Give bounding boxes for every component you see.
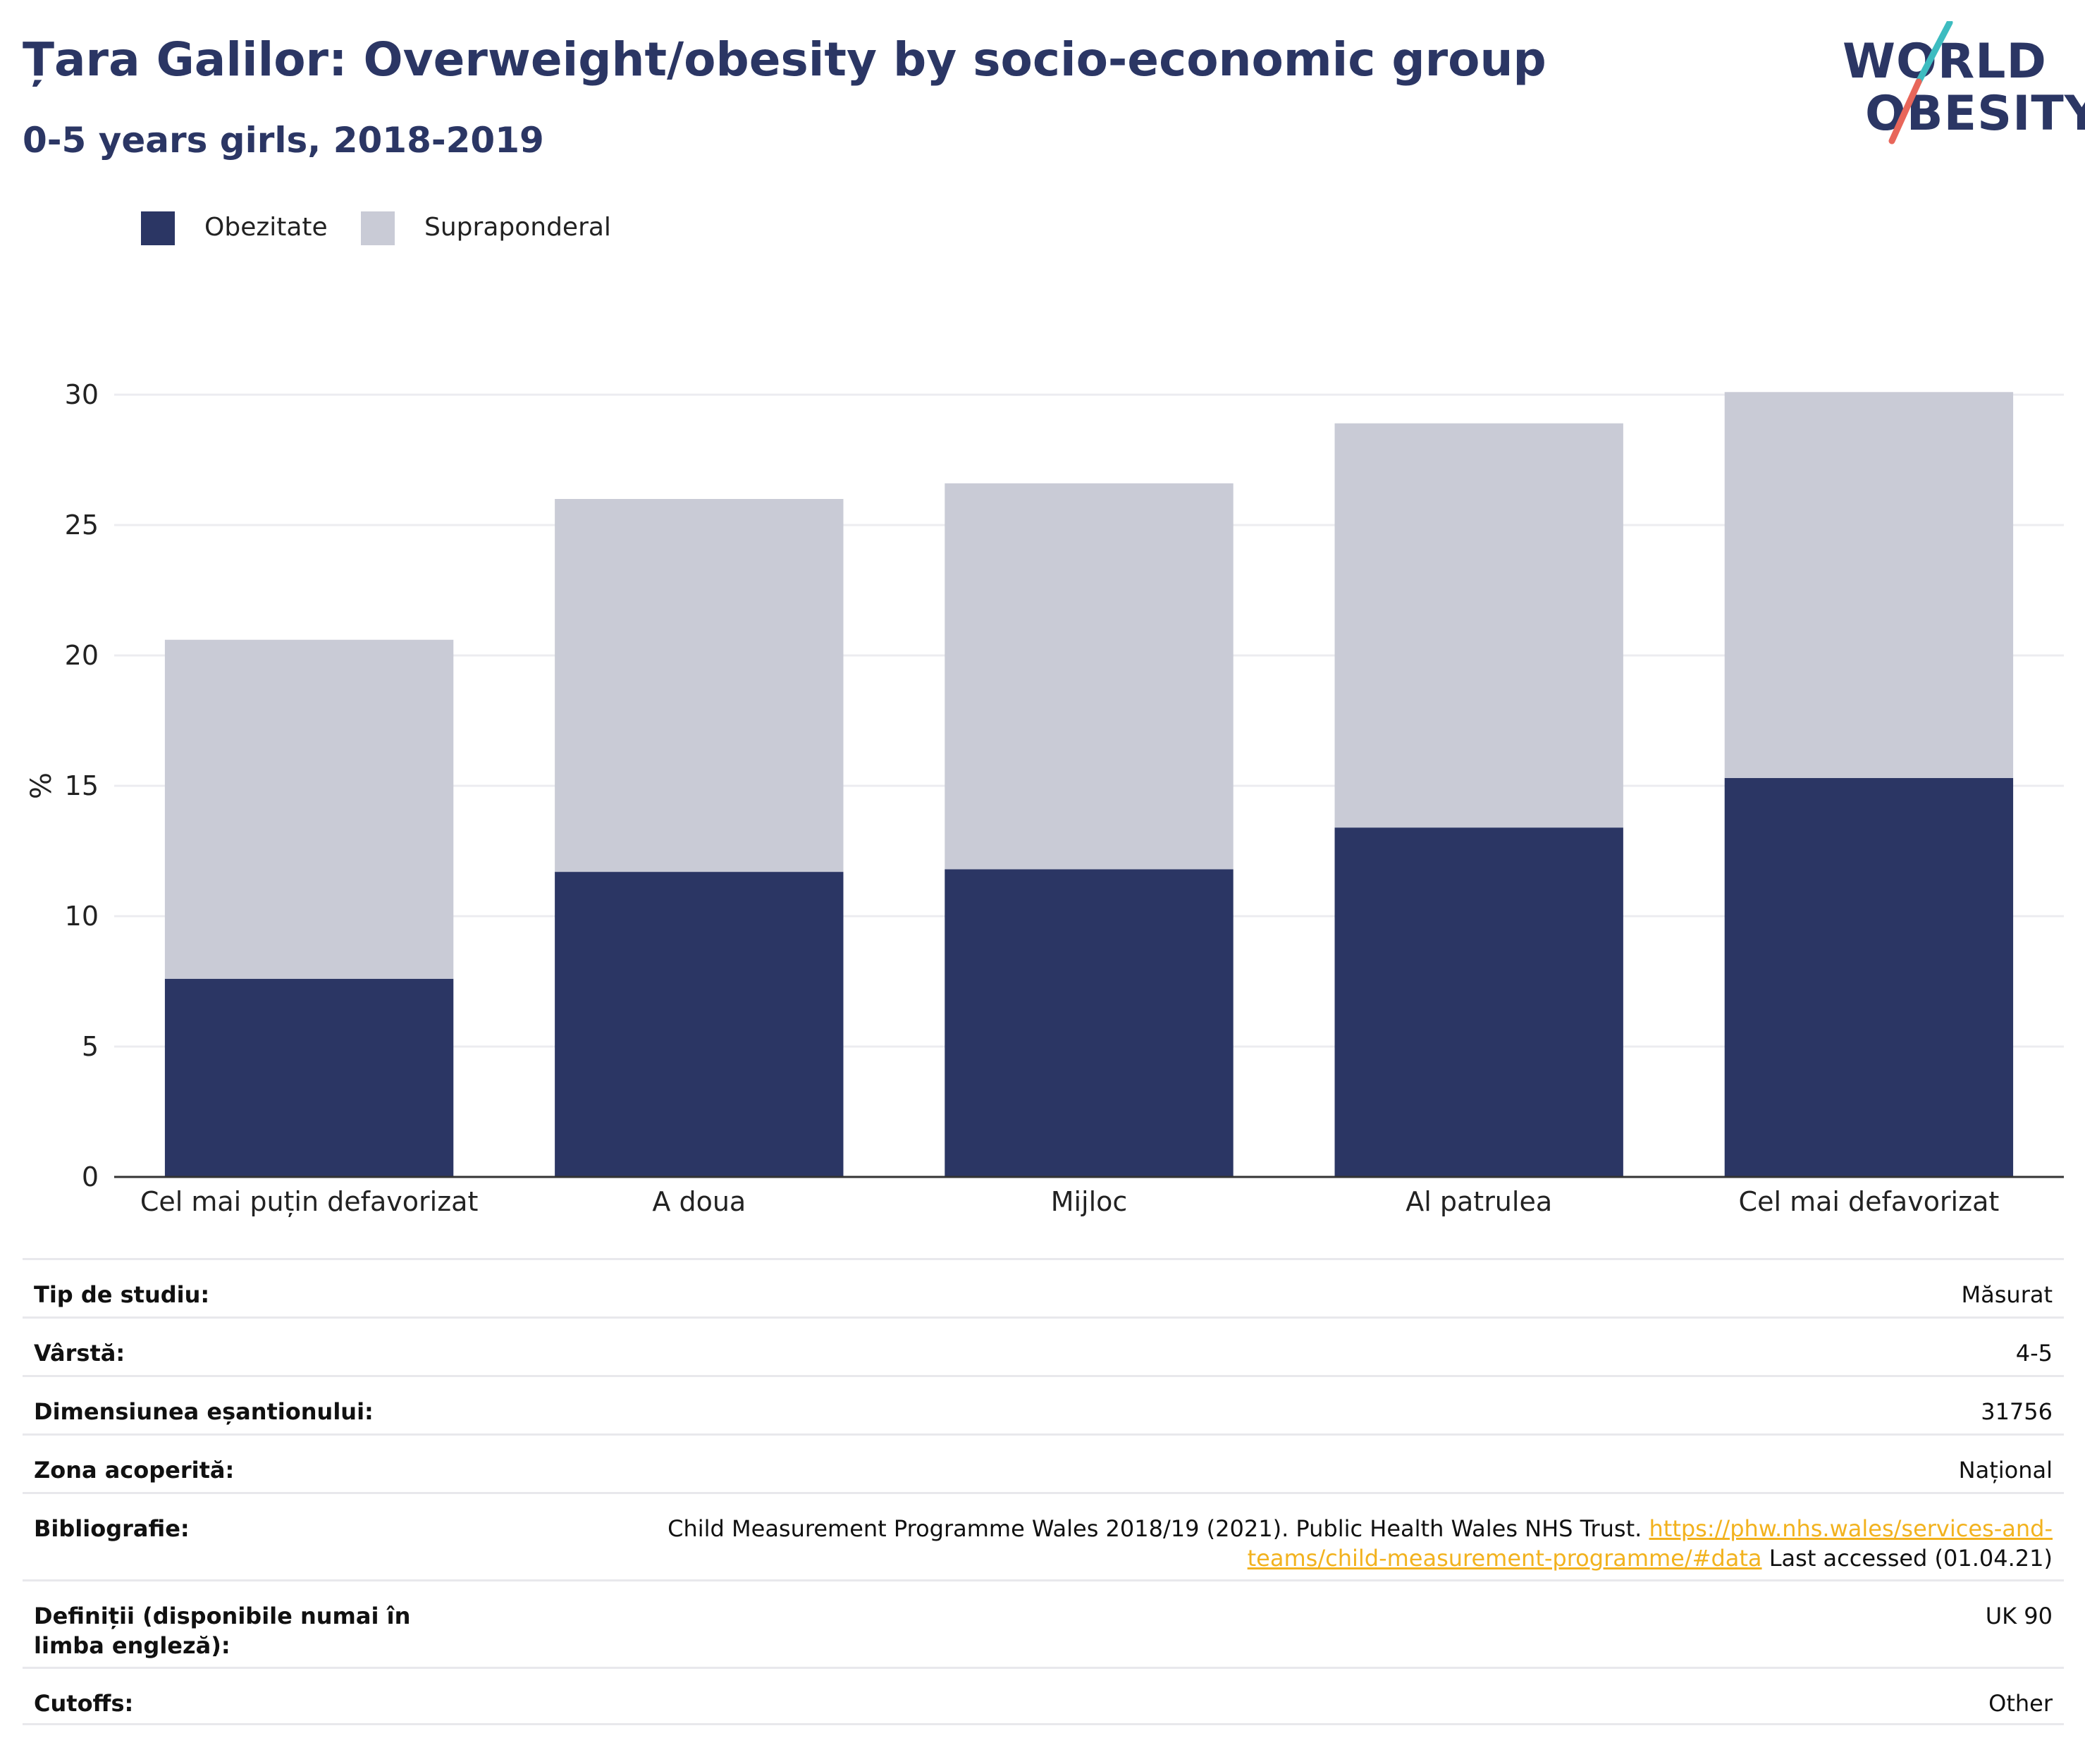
detail-label: Dimensiunea eșantionului: bbox=[34, 1398, 374, 1425]
y-tick-label: 20 bbox=[65, 640, 99, 671]
x-tick-label: Al patrulea bbox=[1406, 1186, 1552, 1217]
x-tick-label: A doua bbox=[652, 1186, 746, 1217]
x-tick-label: Mijloc bbox=[1051, 1186, 1128, 1217]
legend-label-supraponderal: Supraponderal bbox=[424, 213, 611, 242]
bibliography-link-part1[interactable]: https://phw.nhs.wales/services-and- bbox=[1649, 1515, 2053, 1542]
detail-value: UK 90 bbox=[1985, 1603, 2053, 1629]
detail-row-study-type: Tip de studiu: Măsurat bbox=[23, 1258, 2064, 1316]
bibliography-link[interactable]: https://phw.nhs.wales/services-and-teams… bbox=[1248, 1515, 2053, 1572]
x-tick-label: Cel mai puțin defavorizat bbox=[140, 1186, 479, 1217]
detail-value: 4-5 bbox=[2015, 1340, 2053, 1367]
detail-value-bibliography: Child Measurement Programme Wales 2018/1… bbox=[668, 1494, 2064, 1573]
details-table: Tip de studiu: Măsurat Vârstă: 4-5 Dimen… bbox=[23, 1258, 2064, 1725]
detail-value: Național bbox=[1958, 1457, 2053, 1484]
y-tick-label: 15 bbox=[65, 770, 99, 801]
y-tick-label: 25 bbox=[65, 510, 99, 541]
bibliography-text: Child Measurement Programme Wales 2018/1… bbox=[668, 1515, 1642, 1542]
bar-obezitate bbox=[1334, 827, 1623, 1177]
bar-obezitate bbox=[1724, 777, 2014, 1177]
bar-supraponderal bbox=[945, 483, 1234, 870]
legend-swatch-supraponderal bbox=[361, 211, 395, 245]
detail-row-age: Vârstă: 4-5 bbox=[23, 1316, 2064, 1375]
bar-supraponderal bbox=[555, 499, 844, 872]
logo-word-world: WORLD bbox=[1843, 34, 2047, 90]
legend-label-obezitate: Obezitate bbox=[204, 213, 328, 242]
chart-title: Țara Galilor: Overweight/obesity by soci… bbox=[23, 32, 1546, 87]
legend-swatch-obezitate bbox=[141, 211, 175, 245]
bar-supraponderal bbox=[1334, 423, 1623, 828]
detail-label: Tip de studiu: bbox=[34, 1281, 210, 1308]
bibliography-accessed: Last accessed (01.04.21) bbox=[1769, 1545, 2053, 1572]
detail-label: Cutoffs: bbox=[34, 1690, 134, 1717]
detail-label: Definiții (disponibile numai în limba en… bbox=[34, 1603, 411, 1659]
y-axis-label: % bbox=[25, 772, 58, 799]
chart-subtitle: 0-5 years girls, 2018-2019 bbox=[23, 120, 544, 161]
detail-label: Bibliografie: bbox=[34, 1515, 190, 1542]
detail-label: Vârstă: bbox=[34, 1340, 125, 1367]
y-tick-label: 0 bbox=[82, 1161, 99, 1192]
detail-row-sample-size: Dimensiunea eșantionului: 31756 bbox=[23, 1375, 2064, 1433]
detail-row-bibliography: Bibliografie: Child Measurement Programm… bbox=[23, 1492, 2064, 1579]
stacked-bar-chart: 0 5 10 15 20 25 30% Cel mai puțin defavorizat A … bbox=[25, 379, 2064, 1217]
y-tick-label: 5 bbox=[82, 1031, 99, 1062]
detail-row-definitions: Definiții (disponibile numai în limba en… bbox=[23, 1579, 2064, 1667]
bibliography-link-part2[interactable]: teams/child-measurement-programme/#data bbox=[1247, 1545, 1762, 1572]
y-tick-label: 30 bbox=[65, 379, 99, 410]
bar-supraponderal bbox=[1724, 392, 2014, 778]
detail-label: Zona acoperită: bbox=[34, 1457, 235, 1484]
detail-row-cutoffs: Cutoffs: Other bbox=[23, 1667, 2064, 1725]
detail-value: 31756 bbox=[1981, 1398, 2053, 1425]
detail-value: Other bbox=[1988, 1690, 2053, 1717]
bar-supraponderal bbox=[164, 639, 454, 979]
bar-obezitate bbox=[555, 872, 844, 1177]
detail-row-area: Zona acoperită: Național bbox=[23, 1433, 2064, 1492]
detail-value: Măsurat bbox=[1961, 1281, 2053, 1308]
world-obesity-logo: WORLD OBESITY bbox=[1840, 21, 2085, 148]
bar-obezitate bbox=[945, 869, 1234, 1177]
logo-slash-icon bbox=[1888, 21, 1953, 144]
y-tick-label: 10 bbox=[65, 901, 99, 932]
x-tick-label: Cel mai defavorizat bbox=[1739, 1186, 2000, 1217]
bar-obezitate bbox=[164, 978, 454, 1177]
